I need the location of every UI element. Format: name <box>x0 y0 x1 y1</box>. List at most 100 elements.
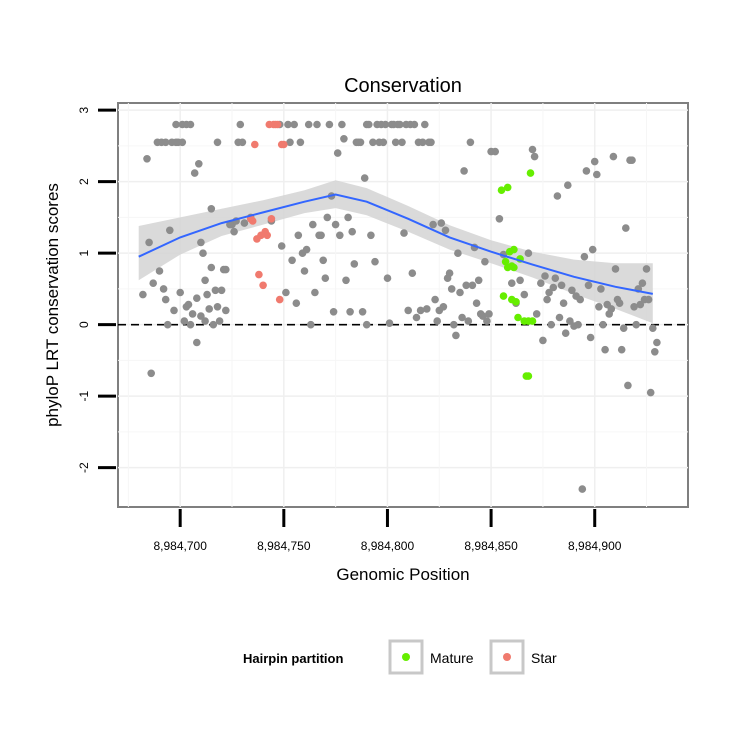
point-other <box>588 245 597 254</box>
point-other <box>161 295 170 304</box>
point-other <box>383 274 392 283</box>
point-other <box>464 317 473 325</box>
point-other <box>524 249 533 257</box>
point-mature <box>510 245 518 254</box>
point-mature <box>524 372 533 380</box>
point-other <box>508 279 516 288</box>
point-other <box>396 120 404 129</box>
point-other <box>213 138 222 147</box>
legend-label-mature: Mature <box>430 650 474 666</box>
point-other <box>458 313 466 322</box>
point-other <box>642 265 651 273</box>
point-star <box>251 140 259 149</box>
point-other <box>180 317 189 325</box>
point-other <box>350 260 359 268</box>
point-other <box>371 257 379 266</box>
point-other <box>561 329 570 338</box>
point-other <box>236 120 245 129</box>
y-tick-label: -2 <box>77 462 91 473</box>
point-other <box>410 120 419 129</box>
point-other <box>528 145 537 154</box>
y-tick-label: 2 <box>77 178 91 185</box>
point-other <box>400 229 408 237</box>
point-other <box>333 149 342 157</box>
point-other <box>541 272 549 280</box>
point-star <box>263 231 272 240</box>
point-other <box>391 138 400 147</box>
point-other <box>649 324 657 333</box>
point-mature <box>512 298 520 306</box>
point-other <box>450 320 458 329</box>
point-other <box>360 174 369 182</box>
point-other <box>163 320 172 329</box>
point-other <box>346 308 354 316</box>
point-other <box>147 369 155 378</box>
point-other <box>495 215 504 223</box>
point-mature <box>528 317 537 325</box>
point-other <box>468 281 477 290</box>
point-other <box>149 279 157 288</box>
point-other <box>516 276 524 285</box>
point-other <box>460 167 468 175</box>
point-mature <box>499 292 508 300</box>
point-other <box>209 320 218 329</box>
confidence-band-layer <box>138 180 653 324</box>
point-other <box>304 120 313 129</box>
point-other <box>195 160 203 168</box>
point-other <box>611 265 620 273</box>
point-other <box>593 170 601 179</box>
x-tick-label: 8,984,900 <box>568 539 622 553</box>
point-other <box>356 138 365 147</box>
point-star <box>259 281 267 290</box>
point-other <box>646 388 655 397</box>
point-other <box>296 138 305 147</box>
point-other <box>362 320 371 329</box>
point-other <box>379 138 388 147</box>
point-other <box>427 138 435 147</box>
smooth-line <box>138 193 653 295</box>
point-other <box>632 320 640 329</box>
point-other <box>381 120 390 129</box>
smooth-line-layer <box>138 193 653 295</box>
point-other <box>619 324 628 333</box>
point-other <box>599 320 607 329</box>
point-other <box>340 135 348 143</box>
point-other <box>564 181 572 189</box>
point-other <box>188 310 197 318</box>
legend: Hairpin partition Mature Star <box>243 639 557 675</box>
point-other <box>176 288 184 297</box>
point-other <box>474 276 483 285</box>
point-other <box>178 138 187 147</box>
point-other <box>317 231 325 240</box>
point-other <box>630 303 638 311</box>
point-other <box>416 306 425 315</box>
y-tick-label: 1 <box>77 250 91 257</box>
point-other <box>190 169 199 177</box>
point-other <box>491 147 500 156</box>
point-other <box>159 285 168 293</box>
point-other <box>323 213 332 222</box>
point-other <box>369 138 377 147</box>
point-other <box>284 120 292 129</box>
point-other <box>193 338 201 347</box>
point-other <box>184 300 193 309</box>
point-other <box>545 288 553 297</box>
point-other <box>609 152 618 161</box>
point-other <box>462 281 471 290</box>
point-other <box>595 303 603 311</box>
point-other <box>557 281 566 290</box>
point-other <box>539 336 547 345</box>
point-other <box>166 226 174 235</box>
point-star <box>248 217 257 225</box>
point-other <box>597 285 605 293</box>
point-other <box>553 192 562 200</box>
point-other <box>638 279 647 288</box>
y-tick-label: 3 <box>77 106 91 113</box>
points-layer <box>139 120 661 493</box>
point-other <box>186 120 195 129</box>
point-other <box>607 305 616 313</box>
point-other <box>309 220 317 229</box>
point-other <box>532 310 541 318</box>
point-other <box>483 317 491 325</box>
